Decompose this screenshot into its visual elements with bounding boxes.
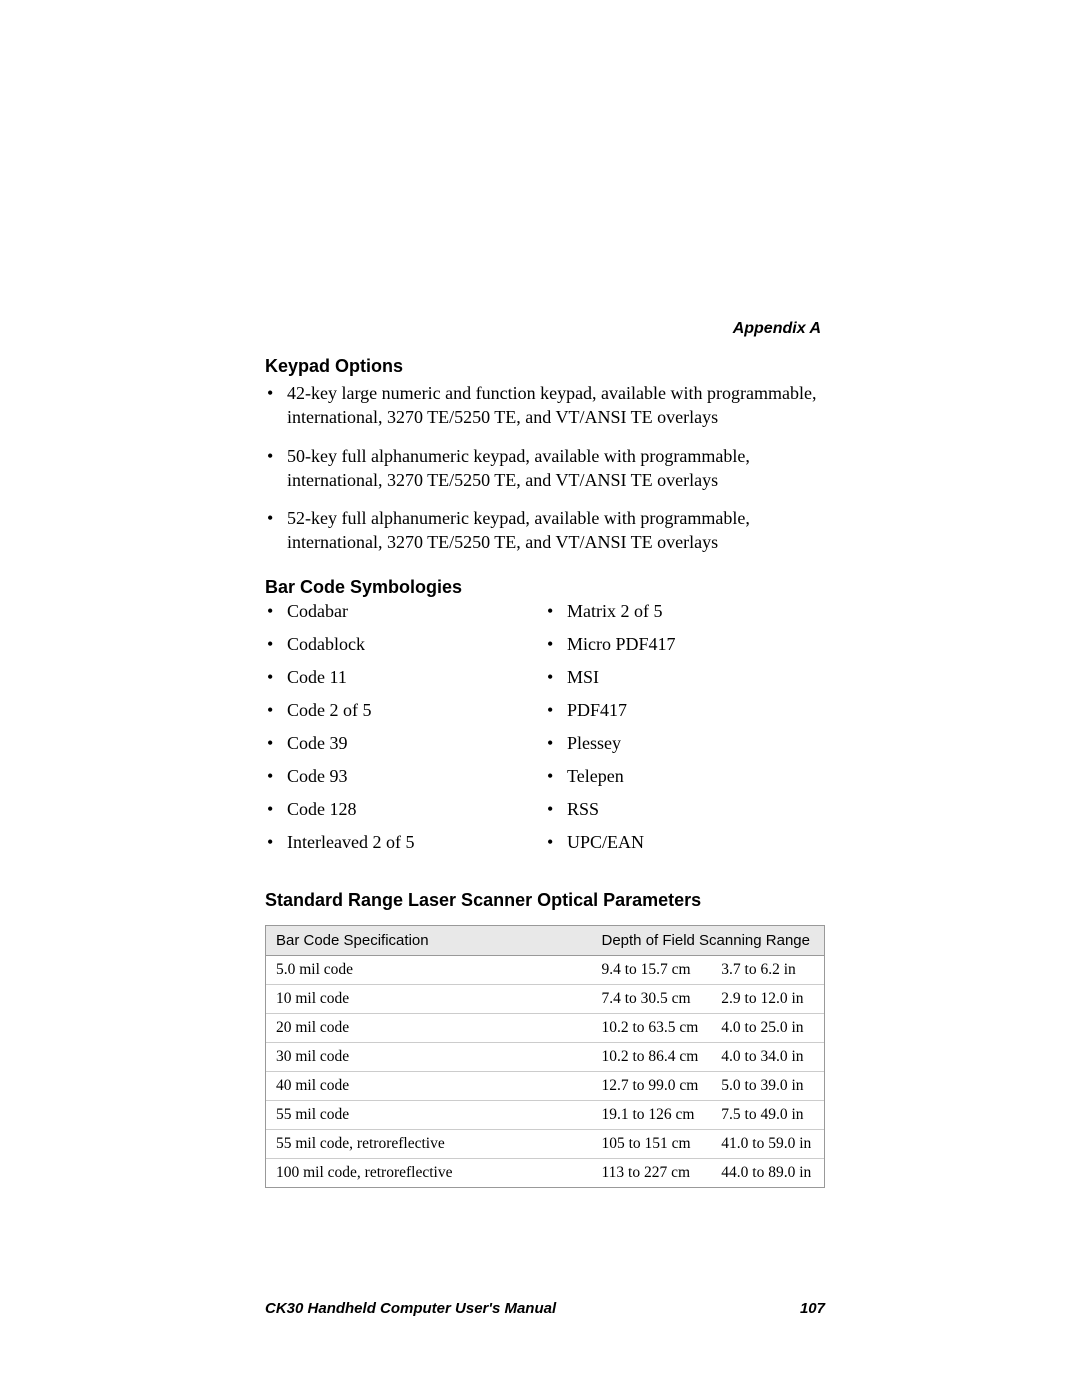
list-item: Code 11 bbox=[287, 668, 545, 686]
list-item: Interleaved 2 of 5 bbox=[287, 833, 545, 851]
table-row: 10 mil code7.4 to 30.5 cm2.9 to 12.0 in bbox=[266, 984, 824, 1013]
cell-cm: 105 to 151 cm bbox=[592, 1129, 712, 1158]
cell-spec: 10 mil code bbox=[266, 984, 592, 1013]
footer-title: CK30 Handheld Computer User's Manual bbox=[265, 1300, 556, 1317]
symbologies-columns: Codabar Codablock Code 11 Code 2 of 5 Co… bbox=[265, 602, 825, 866]
list-item: Codabar bbox=[287, 602, 545, 620]
cell-in: 5.0 to 39.0 in bbox=[711, 1071, 824, 1100]
cell-cm: 10.2 to 63.5 cm bbox=[592, 1013, 712, 1042]
cell-cm: 10.2 to 86.4 cm bbox=[592, 1042, 712, 1071]
list-item: Code 128 bbox=[287, 800, 545, 818]
scanner-heading: Standard Range Laser Scanner Optical Par… bbox=[265, 890, 825, 911]
symbologies-col2: Matrix 2 of 5 Micro PDF417 MSI PDF417 Pl… bbox=[545, 602, 825, 851]
cell-cm: 12.7 to 99.0 cm bbox=[592, 1071, 712, 1100]
cell-spec: 30 mil code bbox=[266, 1042, 592, 1071]
list-item: Micro PDF417 bbox=[567, 635, 825, 653]
list-item: RSS bbox=[567, 800, 825, 818]
cell-spec: 40 mil code bbox=[266, 1071, 592, 1100]
cell-cm: 113 to 227 cm bbox=[592, 1158, 712, 1187]
page-footer: CK30 Handheld Computer User's Manual 107 bbox=[265, 1300, 825, 1317]
cell-in: 41.0 to 59.0 in bbox=[711, 1129, 824, 1158]
cell-in: 3.7 to 6.2 in bbox=[711, 955, 824, 984]
list-item: 42-key large numeric and function keypad… bbox=[287, 381, 825, 430]
appendix-label: Appendix A bbox=[265, 320, 825, 338]
table-header-spec: Bar Code Specification bbox=[266, 925, 592, 955]
list-item: Telepen bbox=[567, 767, 825, 785]
list-item: MSI bbox=[567, 668, 825, 686]
footer-page-number: 107 bbox=[800, 1300, 825, 1317]
list-item: Code 93 bbox=[287, 767, 545, 785]
cell-spec: 100 mil code, retroreflective bbox=[266, 1158, 592, 1187]
symbologies-col1: Codabar Codablock Code 11 Code 2 of 5 Co… bbox=[265, 602, 545, 851]
scanner-table: Bar Code Specification Depth of Field Sc… bbox=[265, 925, 825, 1188]
list-item: Plessey bbox=[567, 734, 825, 752]
cell-cm: 19.1 to 126 cm bbox=[592, 1100, 712, 1129]
cell-in: 44.0 to 89.0 in bbox=[711, 1158, 824, 1187]
cell-in: 4.0 to 25.0 in bbox=[711, 1013, 824, 1042]
table-row: 20 mil code10.2 to 63.5 cm4.0 to 25.0 in bbox=[266, 1013, 824, 1042]
cell-in: 2.9 to 12.0 in bbox=[711, 984, 824, 1013]
scanner-tbody: 5.0 mil code9.4 to 15.7 cm3.7 to 6.2 in … bbox=[266, 955, 824, 1187]
table-row: 5.0 mil code9.4 to 15.7 cm3.7 to 6.2 in bbox=[266, 955, 824, 984]
table-row: 55 mil code19.1 to 126 cm7.5 to 49.0 in bbox=[266, 1100, 824, 1129]
table-header-range: Depth of Field Scanning Range bbox=[592, 925, 825, 955]
cell-spec: 20 mil code bbox=[266, 1013, 592, 1042]
list-item: 50-key full alphanumeric keypad, availab… bbox=[287, 444, 825, 493]
list-item: Matrix 2 of 5 bbox=[567, 602, 825, 620]
cell-in: 4.0 to 34.0 in bbox=[711, 1042, 824, 1071]
cell-in: 7.5 to 49.0 in bbox=[711, 1100, 824, 1129]
cell-spec: 55 mil code bbox=[266, 1100, 592, 1129]
table-row: 100 mil code, retroreflective113 to 227 … bbox=[266, 1158, 824, 1187]
cell-cm: 7.4 to 30.5 cm bbox=[592, 984, 712, 1013]
table-row: 30 mil code10.2 to 86.4 cm4.0 to 34.0 in bbox=[266, 1042, 824, 1071]
cell-cm: 9.4 to 15.7 cm bbox=[592, 955, 712, 984]
list-item: Code 39 bbox=[287, 734, 545, 752]
keypad-list: 42-key large numeric and function keypad… bbox=[265, 381, 825, 555]
keypad-heading: Keypad Options bbox=[265, 356, 825, 377]
list-item: Code 2 of 5 bbox=[287, 701, 545, 719]
list-item: UPC/EAN bbox=[567, 833, 825, 851]
cell-spec: 55 mil code, retroreflective bbox=[266, 1129, 592, 1158]
symbologies-heading: Bar Code Symbologies bbox=[265, 577, 825, 598]
list-item: PDF417 bbox=[567, 701, 825, 719]
list-item: Codablock bbox=[287, 635, 545, 653]
table-row: 55 mil code, retroreflective105 to 151 c… bbox=[266, 1129, 824, 1158]
table-row: 40 mil code12.7 to 99.0 cm5.0 to 39.0 in bbox=[266, 1071, 824, 1100]
cell-spec: 5.0 mil code bbox=[266, 955, 592, 984]
list-item: 52-key full alphanumeric keypad, availab… bbox=[287, 506, 825, 555]
